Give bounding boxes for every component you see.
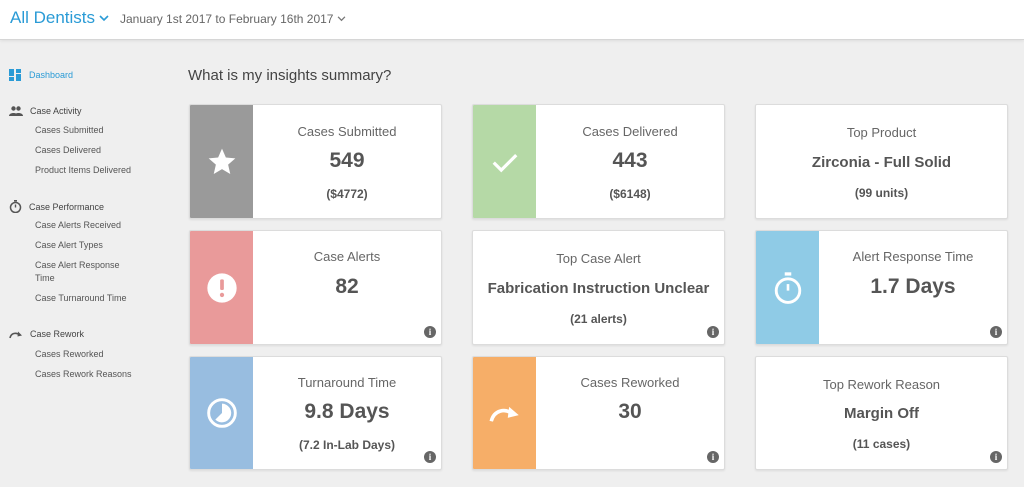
card-label: Cases Delivered — [582, 124, 678, 139]
alert-icon — [206, 272, 237, 303]
card-icon-panel — [473, 357, 536, 469]
top-bar: All Dentists January 1st 2017 to Februar… — [0, 0, 1024, 40]
card-label: Turnaround Time — [297, 375, 397, 390]
card-label: Top Product — [846, 125, 917, 140]
card-value: Zirconia - Full Solid — [811, 154, 952, 171]
card-top-case-alert[interactable]: Top Case Alert Fabrication Instruction U… — [472, 230, 725, 345]
card-cases-delivered[interactable]: Cases Delivered 443 ($6148) — [472, 104, 725, 219]
card-label: Top Case Alert — [556, 251, 641, 266]
card-icon-panel — [473, 105, 536, 218]
sidebar-item-product-items-delivered[interactable]: Product Items Delivered — [35, 165, 132, 175]
card-cases-reworked[interactable]: Cases Reworked 30 i — [472, 356, 725, 470]
sidebar-item-cases-rework-reasons[interactable]: Cases Rework Reasons — [35, 369, 132, 379]
stopwatch-icon — [774, 271, 801, 304]
card-icon-panel — [190, 105, 253, 218]
card-subvalue: (21 alerts) — [570, 312, 627, 326]
dentist-scope-dropdown[interactable]: All Dentists — [10, 8, 109, 28]
card-label: Top Rework Reason — [822, 377, 941, 392]
card-label: Case Alerts — [313, 249, 381, 264]
sidebar-section-label: Case Rework — [30, 329, 85, 339]
card-subvalue: ($4772) — [326, 187, 368, 201]
sidebar-item-label: Dashboard — [29, 70, 74, 80]
check-icon — [492, 153, 517, 172]
card-content: Turnaround Time 9.8 Days (7.2 In-Lab Day… — [253, 357, 441, 469]
card-value: 443 — [612, 149, 648, 172]
card-content: Top Case Alert Fabrication Instruction U… — [473, 231, 724, 344]
sidebar-section-case-rework: Case Rework — [9, 329, 84, 339]
card-value: 1.7 Days — [870, 275, 956, 298]
date-range-label: January 1st 2017 to February 16th 2017 — [120, 12, 334, 26]
card-cases-submitted[interactable]: Cases Submitted 549 ($4772) — [189, 104, 442, 219]
redo-arrow-icon — [489, 406, 519, 422]
card-value: Margin Off — [844, 405, 919, 422]
card-value: Fabrication Instruction Unclear — [487, 280, 710, 297]
scope-label: All Dentists — [10, 8, 96, 27]
stopwatch-icon — [9, 200, 22, 213]
card-content: Top Product Zirconia - Full Solid (99 un… — [756, 105, 1007, 218]
sidebar: Dashboard Case Activity Cases Submitted … — [0, 41, 170, 487]
card-icon-panel — [190, 357, 253, 469]
sidebar-item-dashboard[interactable]: Dashboard — [9, 69, 73, 81]
info-icon[interactable]: i — [707, 326, 719, 338]
page-title: What is my insights summary? — [188, 67, 392, 84]
card-icon-panel — [756, 231, 819, 344]
card-top-rework-reason[interactable]: Top Rework Reason Margin Off (11 cases) … — [755, 356, 1008, 470]
sidebar-item-case-turnaround-time[interactable]: Case Turnaround Time — [35, 293, 127, 303]
info-icon[interactable]: i — [424, 326, 436, 338]
card-content: Top Rework Reason Margin Off (11 cases) — [756, 357, 1007, 469]
card-alert-response-time[interactable]: Alert Response Time 1.7 Days i — [755, 230, 1008, 345]
chevron-down-icon — [99, 14, 109, 21]
card-subvalue: ($6148) — [609, 187, 651, 201]
sidebar-item-case-alert-response-time[interactable]: Case Alert Response Time — [35, 260, 120, 283]
sidebar-section-label: Case Activity — [30, 106, 82, 116]
sidebar-section-case-performance: Case Performance — [9, 200, 104, 213]
sidebar-item-case-alert-types[interactable]: Case Alert Types — [35, 240, 103, 250]
card-icon-panel — [190, 231, 253, 344]
sidebar-item-cases-delivered[interactable]: Cases Delivered — [35, 145, 102, 155]
card-value: 30 — [618, 400, 642, 423]
info-icon[interactable]: i — [707, 451, 719, 463]
card-label: Cases Submitted — [297, 124, 397, 139]
card-value: 82 — [335, 275, 359, 298]
star-icon — [208, 148, 235, 174]
redo-arrow-icon — [9, 331, 22, 338]
card-subvalue: (7.2 In-Lab Days) — [298, 438, 396, 452]
card-content: Case Alerts 82 — [253, 231, 441, 344]
card-content: Cases Submitted 549 ($4772) — [253, 105, 441, 218]
card-subvalue: (11 cases) — [852, 437, 911, 451]
people-icon — [9, 106, 23, 116]
sidebar-item-cases-submitted[interactable]: Cases Submitted — [35, 125, 104, 135]
clock-icon — [206, 398, 237, 428]
dashboard-icon — [9, 69, 21, 81]
sidebar-item-cases-reworked[interactable]: Cases Reworked — [35, 349, 104, 359]
card-content: Cases Delivered 443 ($6148) — [536, 105, 724, 218]
card-label: Alert Response Time — [852, 249, 974, 264]
info-icon[interactable]: i — [990, 451, 1002, 463]
card-top-product[interactable]: Top Product Zirconia - Full Solid (99 un… — [755, 104, 1008, 219]
card-case-alerts[interactable]: Case Alerts 82 i — [189, 230, 442, 345]
card-value: 9.8 Days — [304, 400, 390, 423]
sidebar-item-case-alerts-received[interactable]: Case Alerts Received — [35, 220, 122, 230]
info-icon[interactable]: i — [424, 451, 436, 463]
card-subvalue: (99 units) — [854, 186, 909, 200]
card-content: Cases Reworked 30 — [536, 357, 724, 469]
card-content: Alert Response Time 1.7 Days — [819, 231, 1007, 344]
sidebar-section-case-activity: Case Activity — [9, 106, 82, 116]
date-range-dropdown[interactable]: January 1st 2017 to February 16th 2017 — [120, 12, 346, 26]
card-value: 549 — [329, 149, 365, 172]
info-icon[interactable]: i — [990, 326, 1002, 338]
chevron-down-icon — [338, 16, 346, 22]
sidebar-section-label: Case Performance — [29, 201, 105, 212]
card-turnaround-time[interactable]: Turnaround Time 9.8 Days (7.2 In-Lab Day… — [189, 356, 442, 470]
card-label: Cases Reworked — [580, 375, 680, 390]
